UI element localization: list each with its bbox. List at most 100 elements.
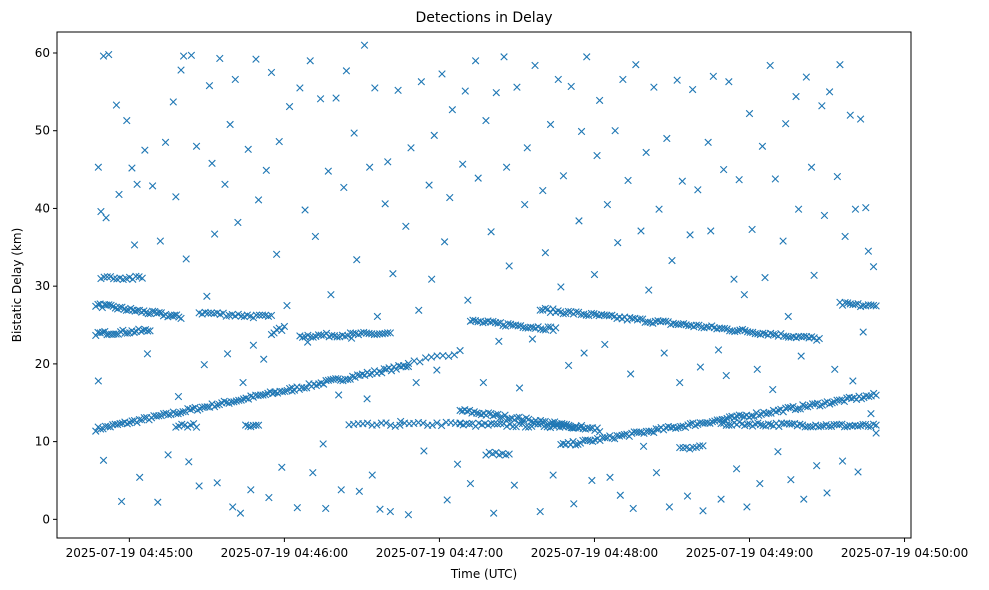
data-point-marker (501, 411, 509, 419)
data-point-marker (857, 394, 866, 403)
data-point-marker (348, 372, 357, 381)
data-point-marker (333, 333, 341, 341)
data-point-marker (806, 422, 815, 431)
data-point-marker (490, 509, 498, 517)
data-point-marker (626, 370, 635, 378)
data-point-marker (172, 193, 180, 201)
data-point-marker (438, 70, 446, 78)
data-point-marker (355, 487, 364, 496)
data-point-marker (549, 422, 558, 430)
y-tick-label: 20 (35, 357, 50, 371)
data-point-marker (567, 82, 575, 91)
data-point-marker (182, 255, 190, 263)
data-point-marker (619, 75, 627, 84)
data-point-marker (357, 329, 365, 337)
data-point-marker (505, 450, 513, 458)
data-point-marker (514, 322, 522, 330)
data-point-marker (433, 419, 441, 427)
data-point-marker (676, 443, 684, 452)
data-point-marker (463, 407, 471, 415)
data-point-marker (564, 307, 573, 316)
data-point-marker (135, 473, 144, 482)
data-point-marker (254, 421, 263, 429)
data-point-marker (306, 57, 314, 65)
data-point-marker (571, 441, 580, 449)
data-point-marker (404, 359, 413, 368)
data-point-marker (540, 422, 548, 431)
data-point-marker (293, 503, 301, 512)
data-point-marker (796, 405, 805, 413)
data-point-marker (835, 421, 844, 429)
data-point-marker (192, 423, 201, 431)
data-point-marker (208, 159, 216, 168)
data-point-marker (528, 335, 537, 343)
data-point-marker (164, 313, 172, 321)
data-point-marker (846, 111, 854, 119)
data-point-marker (719, 165, 728, 174)
data-point-marker (301, 206, 309, 214)
data-point-marker (363, 419, 372, 427)
data-point-marker (138, 274, 146, 282)
data-point-marker (536, 507, 544, 516)
data-point-marker (679, 444, 687, 452)
data-point-marker (676, 378, 684, 387)
data-point-marker (521, 423, 530, 431)
data-point-marker (601, 434, 609, 442)
data-point-marker (854, 422, 862, 430)
data-point-marker (350, 129, 358, 137)
data-point-marker (373, 312, 382, 321)
data-point-marker (797, 352, 805, 360)
x-tick-label: 2025-07-19 04:47:00 (376, 546, 503, 560)
data-point-marker (322, 504, 330, 513)
data-point-marker (141, 146, 149, 154)
data-point-marker (254, 196, 263, 204)
data-point-marker (281, 387, 289, 395)
data-point-marker (494, 319, 502, 327)
data-point-marker (174, 410, 182, 418)
data-point-marker (733, 327, 742, 335)
data-point-marker (859, 328, 867, 336)
data-point-marker (189, 404, 197, 413)
x-tick: 2025-07-19 04:45:00 (66, 538, 193, 560)
marks-layer (92, 41, 880, 519)
data-point-marker (515, 419, 523, 428)
data-point-marker (130, 328, 138, 337)
data-point-marker (869, 301, 878, 310)
data-point-marker (506, 420, 514, 428)
data-point-marker (99, 52, 108, 60)
data-point-marker (509, 422, 517, 431)
data-point-marker (270, 388, 278, 397)
data-point-marker (764, 420, 773, 428)
data-point-marker (554, 75, 562, 84)
data-point-marker (122, 306, 131, 315)
data-point-marker (185, 458, 193, 466)
data-point-marker (580, 349, 588, 357)
data-point-marker (764, 409, 773, 417)
data-point-marker (420, 447, 428, 455)
data-point-marker (821, 399, 829, 407)
data-point-marker (440, 238, 449, 246)
data-point-marker (332, 374, 340, 383)
data-point-marker (94, 300, 102, 309)
data-point-marker (358, 370, 367, 378)
data-point-marker (575, 217, 583, 225)
data-point-marker (143, 350, 152, 358)
data-point-marker (106, 272, 115, 281)
data-point-marker (593, 151, 601, 160)
data-point-marker (825, 422, 833, 431)
data-point-marker (559, 172, 568, 180)
data-point-marker (788, 420, 796, 428)
data-point-marker (210, 230, 219, 238)
data-point-marker (536, 306, 544, 314)
data-point-marker (840, 397, 849, 406)
data-point-marker (864, 422, 872, 431)
data-point-marker (611, 127, 619, 135)
data-point-marker (247, 486, 255, 494)
data-point-marker (872, 421, 880, 429)
data-point-marker (376, 505, 384, 513)
data-point-marker (319, 380, 328, 388)
data-point-marker (735, 175, 743, 184)
data-point-marker (815, 334, 823, 343)
data-point-marker (316, 95, 325, 103)
data-point-marker (386, 329, 395, 337)
